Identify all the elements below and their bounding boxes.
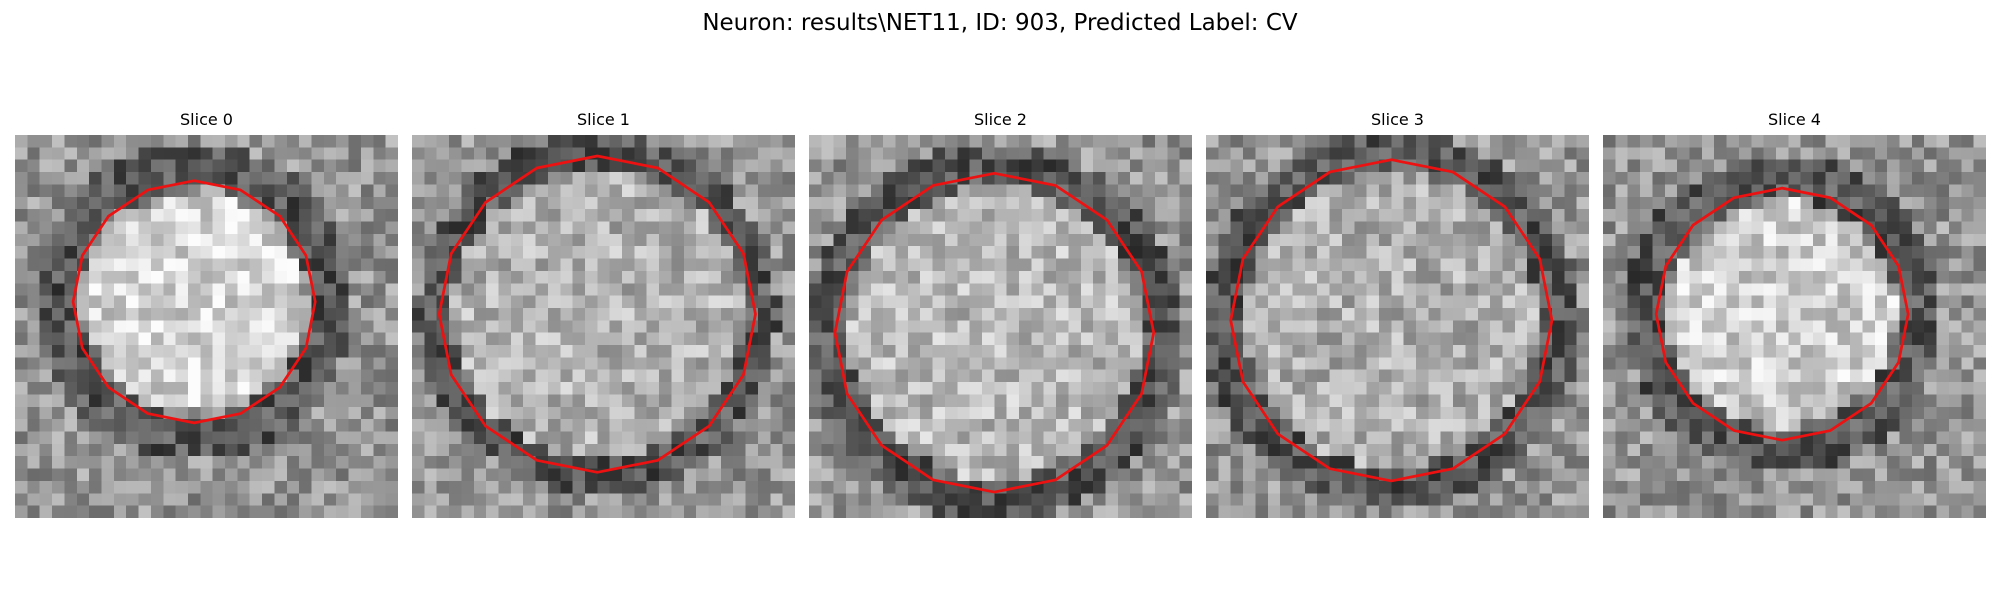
contour-outline [833,171,1156,494]
slice-panel-3: Slice 3 [1206,110,1589,518]
figure-title: Neuron: results\NET11, ID: 903, Predicte… [702,10,1298,36]
slice-image-2 [809,135,1192,518]
slice-panel-0: Slice 0 [15,110,398,518]
slice-title: Slice 0 [180,110,233,129]
slice-panel-4: Slice 4 [1603,110,1986,518]
slice-image-4 [1603,135,1986,518]
contour-outline [71,179,317,425]
slice-panel-2: Slice 2 [809,110,1192,518]
slice-image-3 [1206,135,1589,518]
slice-panel-1: Slice 1 [412,110,795,518]
slice-title: Slice 2 [974,110,1027,129]
slice-title: Slice 1 [577,110,630,129]
slice-image-1 [412,135,795,518]
contour-outline [437,154,757,474]
contour-outline [1229,158,1554,483]
slice-title: Slice 3 [1371,110,1424,129]
contour-outline [1654,186,1910,442]
slice-image-0 [15,135,398,518]
slice-title: Slice 4 [1768,110,1821,129]
